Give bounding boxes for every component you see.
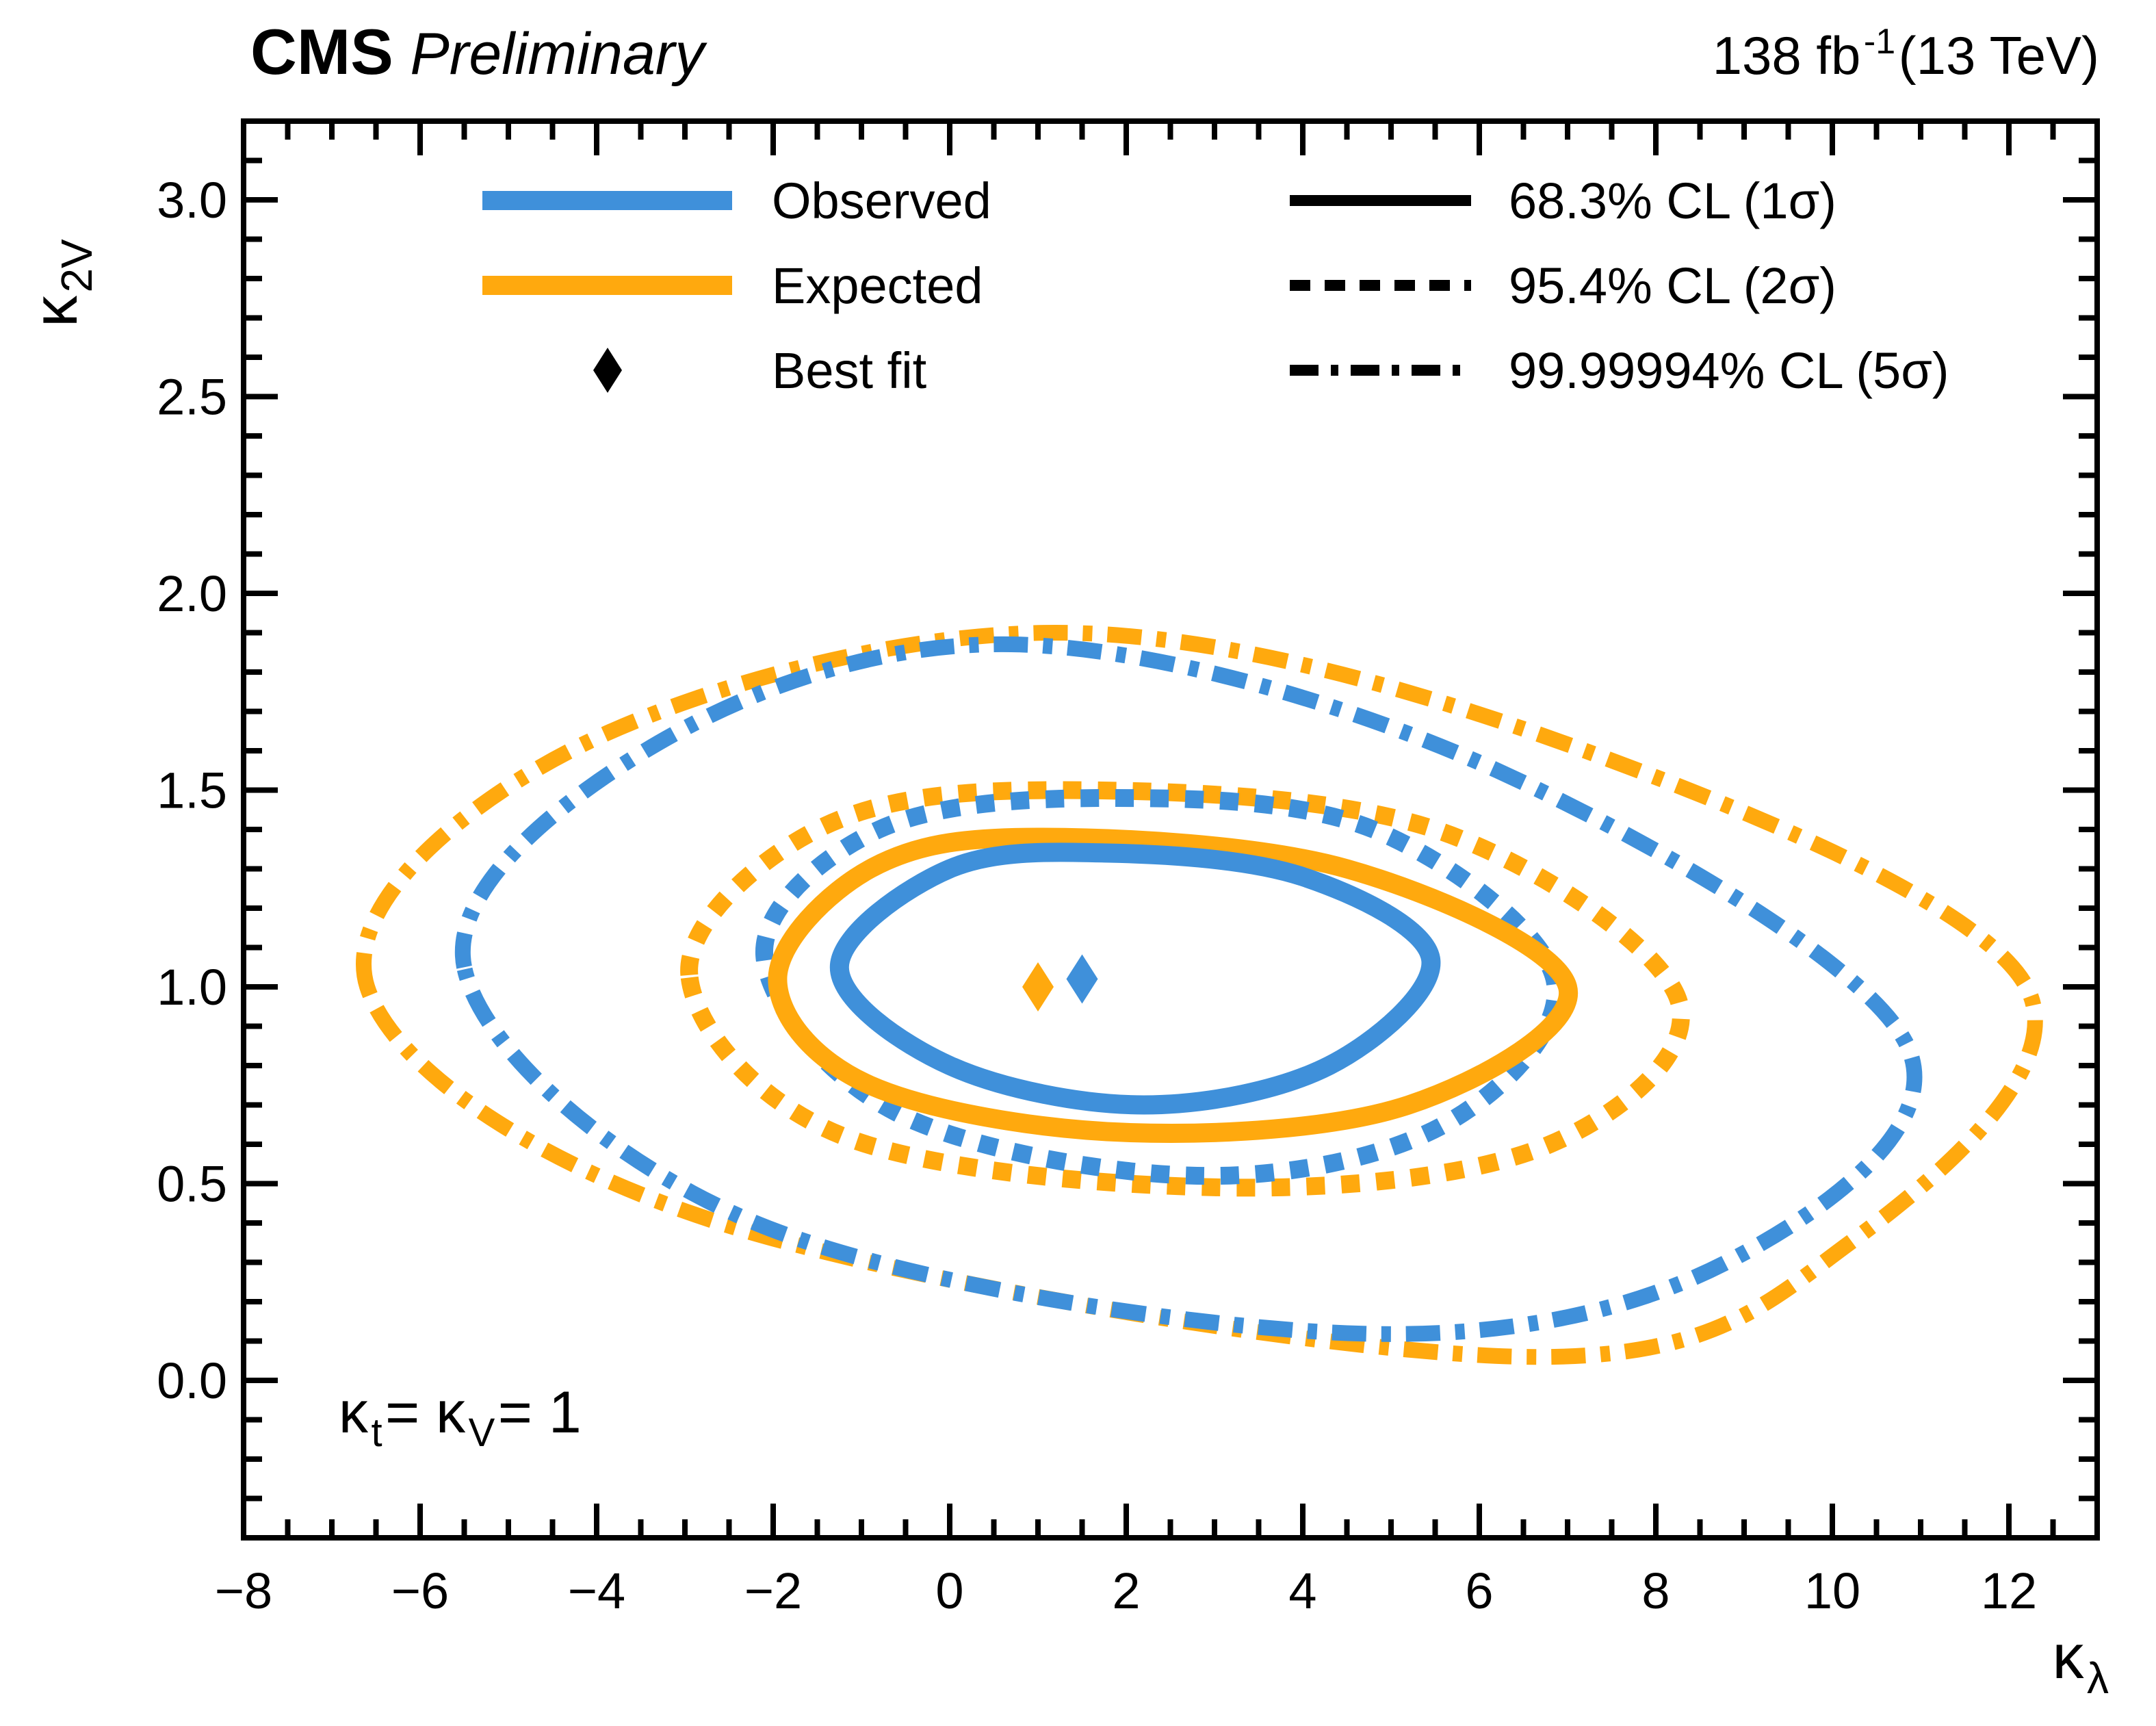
axis-tick-labels: −8 −6 −4 −2 0 2 4 6 8 10 12 3.0 2.5 2.0 1.5 1.0 0.5 0.0 — [157, 172, 2037, 1619]
y-tick-label: 1.0 — [157, 959, 227, 1016]
legend-sample-observed — [482, 191, 732, 210]
luminosity-label: 138 fb -1 (13 TeV) — [1713, 22, 2099, 86]
x-tick-label: 0 — [935, 1562, 963, 1619]
y-axis-title: κ 2V — [21, 239, 101, 327]
legend-label-best-fit: Best fit — [772, 342, 927, 399]
x-tick-label: 8 — [1641, 1562, 1670, 1619]
legend-label-cl-2sigma: 95.4% CL (2σ) — [1509, 257, 1836, 314]
status-label: Preliminary — [410, 21, 707, 87]
best-fit-marker-expected — [1022, 962, 1054, 1012]
x-tick-label: −4 — [568, 1562, 625, 1619]
x-tick-label: −8 — [215, 1562, 272, 1619]
y-tick-label: 3.0 — [157, 172, 227, 229]
constraint-annotation: κ t = κ V = 1 — [339, 1380, 582, 1455]
x-tick-label: −6 — [391, 1562, 449, 1619]
x-tick-label: −2 — [744, 1562, 802, 1619]
legend-label-observed: Observed — [772, 172, 991, 229]
plot-frame — [241, 118, 2100, 1541]
contour-expected-dashdot — [356, 625, 2043, 1365]
y-tick-label: 2.0 — [157, 565, 227, 622]
contour-expected-solid — [768, 827, 1579, 1143]
legend-label-expected: Expected — [772, 257, 983, 314]
legend-sample-expected — [482, 276, 732, 295]
x-tick-label: 6 — [1465, 1562, 1493, 1619]
experiment-label: CMS — [250, 16, 393, 88]
y-tick-label: 1.5 — [157, 762, 227, 819]
x-axis-title: κ λ — [2053, 1622, 2109, 1703]
x-tick-label: 10 — [1804, 1562, 1860, 1619]
legend-label-cl-1sigma: 68.3% CL (1σ) — [1509, 172, 1836, 229]
y-tick-label: 0.5 — [157, 1156, 227, 1213]
best-fit-markers — [1022, 954, 1098, 1012]
x-tick-label: 2 — [1112, 1562, 1140, 1619]
y-tick-label: 2.5 — [157, 369, 227, 426]
best-fit-marker-observed — [1066, 954, 1098, 1004]
contour-curves — [356, 625, 2043, 1365]
plot-title: CMS Preliminary — [250, 16, 707, 88]
y-tick-label: 0.0 — [157, 1352, 227, 1409]
contour-expected-dashed — [680, 781, 1690, 1197]
legend-sample-best-fit-diamond — [593, 348, 622, 393]
x-tick-label: 12 — [1981, 1562, 2037, 1619]
legend-label-cl-5sigma: 99.99994% CL (5σ) — [1509, 342, 1949, 399]
axis-ticks — [241, 118, 2100, 1541]
legend-samples — [482, 191, 1471, 393]
x-tick-label: 4 — [1288, 1562, 1316, 1619]
contour-observed-solid — [829, 842, 1441, 1115]
contour-observed-dashdot — [455, 636, 1923, 1342]
